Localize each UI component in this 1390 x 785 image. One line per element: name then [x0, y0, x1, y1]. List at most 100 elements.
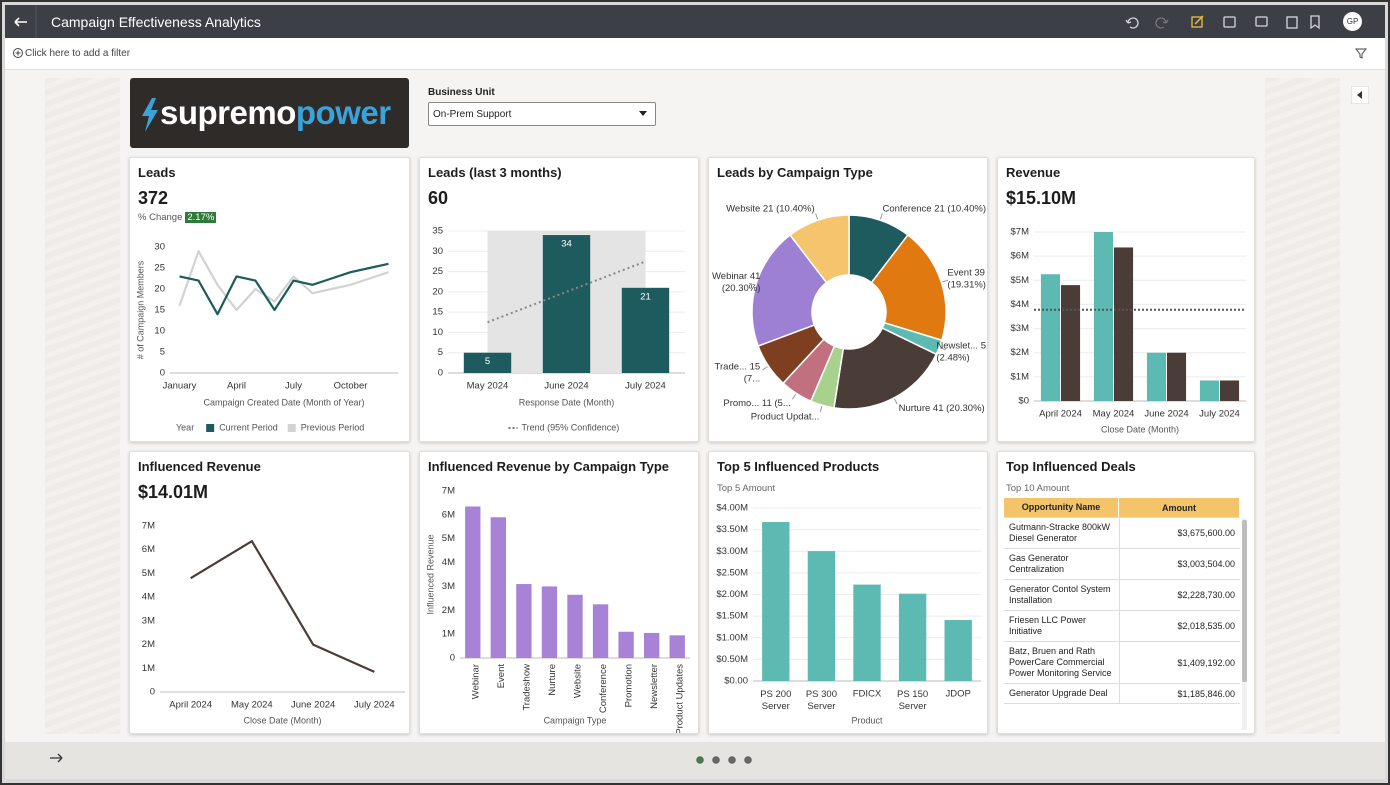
legend-swatch — [287, 424, 296, 432]
y-tick-label: $3.50M — [716, 524, 748, 535]
tile-title: Leads (last 3 months) — [428, 165, 562, 180]
dropdown[interactable]: On-Prem Support — [428, 102, 656, 126]
leader-line — [791, 393, 797, 400]
tile: 0 1M 2M 3M 4M 5M 6M 7M Close Date (Month) April 2… — [129, 451, 410, 734]
y-tick-label: $5M — [1011, 275, 1030, 286]
y-tick-label: 7M — [142, 521, 155, 532]
line — [179, 262, 389, 316]
bar — [644, 632, 660, 658]
scrollbar-thumb — [1242, 520, 1247, 682]
tile-title: Top 5 Influenced Products — [717, 459, 880, 474]
filter-bar[interactable]: Click here to add a filter — [5, 38, 1385, 70]
x-tick-label: Promotion — [624, 664, 635, 707]
logo-bolt — [142, 98, 158, 132]
leader-line — [893, 398, 898, 405]
toolbar-icons[interactable] — [1120, 5, 1320, 38]
x-tick-label: Nurture — [547, 664, 558, 696]
page-dot[interactable] — [728, 756, 736, 764]
chart: $0 $1M $2M $3M $4M $5M $6M $7M Close Date (Month… — [1011, 227, 1246, 434]
y-tick-label: 7M — [442, 486, 455, 497]
side-panel — [45, 78, 120, 734]
page-dot[interactable] — [744, 756, 752, 764]
bar — [541, 586, 558, 658]
bar — [490, 517, 506, 658]
slice-label: Website 21 (10.40%) — [726, 203, 815, 214]
trend-line — [487, 260, 646, 324]
filter-placeholder[interactable]: Click here to add a filter — [25, 48, 131, 59]
slice-label: Nurture 41 (20.30%) — [899, 403, 985, 414]
y-tick-label: $2.50M — [716, 567, 748, 578]
chart: 0 1M 2M 3M 4M 5M 6M 7M Close Date (Month) April 2… — [142, 521, 405, 725]
y-tick-label: 10 — [154, 326, 165, 337]
bar — [762, 522, 790, 681]
y-tick-label: $2.00M — [716, 589, 748, 600]
table-cell: $1,185,846.00 — [1177, 688, 1235, 699]
y-tick-label: $7M — [1011, 227, 1030, 238]
y-tick-label: $3.00M — [716, 546, 748, 557]
leader-line — [940, 347, 947, 351]
tile-title: Leads by Campaign Type — [717, 165, 873, 180]
page-nav — [50, 753, 752, 764]
y-tick-label: 0 — [160, 368, 165, 379]
x-tick-label: July 2024 — [354, 700, 395, 711]
tile: $0 $1M $2M $3M $4M $5M $6M $7M Close Date (Month… — [997, 157, 1255, 442]
next-arrow[interactable] — [50, 753, 63, 763]
logo-text: supremopower — [160, 94, 391, 132]
tile: Top Influenced Deals Top 10 Amount Opportu… — [997, 451, 1255, 734]
table-header: Opportunity Name Amount — [1004, 498, 1240, 518]
x-axis-title: Close Date (Month) — [243, 715, 321, 725]
x-tick-label: July 2024 — [1199, 409, 1240, 420]
bar — [1040, 274, 1060, 401]
page-dot[interactable] — [712, 756, 720, 764]
pie-slice — [788, 214, 850, 284]
x-tick-label: PS 150 Server — [897, 689, 928, 712]
column-header: Amount — [1119, 498, 1240, 517]
slice-label: Conference 21 (10.40%) — [882, 203, 986, 214]
y-tick-label: $4.00M — [716, 503, 748, 514]
y-tick-label: 0 — [438, 368, 443, 379]
bar — [1220, 380, 1240, 401]
slice-label: Webinar 41 (20.30%) — [712, 270, 760, 293]
y-tick-label: 0 — [150, 687, 155, 698]
y-tick-label: $0.00 — [724, 676, 748, 687]
bar — [463, 352, 512, 373]
filter-icon[interactable] — [1355, 47, 1369, 61]
page-dot[interactable] — [696, 756, 704, 764]
y-tick-label: 15 — [154, 305, 165, 316]
leader-line — [819, 406, 823, 413]
collapse-button[interactable] — [1351, 86, 1369, 104]
back-button[interactable] — [5, 5, 45, 38]
tile-title: Revenue — [1006, 165, 1061, 180]
pie-slice — [870, 233, 947, 342]
x-axis-title: Close Date (Month) — [1101, 424, 1179, 434]
bar — [618, 631, 634, 658]
bar — [1146, 352, 1166, 401]
tile-title: Influenced Revenue by Campaign Type — [428, 459, 670, 474]
tile: 0 1M 2M 3M 4M 5M 6M 7M Campaign Type Influenced R… — [419, 451, 699, 734]
x-axis-title: Campaign Type — [544, 715, 607, 725]
slice-label: Product Updat... — [751, 411, 820, 422]
x-tick-label: April — [227, 381, 246, 392]
user-avatar[interactable]: GP — [1343, 12, 1362, 31]
y-tick-label: 6M — [442, 509, 455, 520]
y-axis-title: # of Campaign Members — [135, 260, 145, 359]
leader-line — [762, 366, 768, 371]
leader-line — [879, 213, 883, 220]
table-cell: $3,675,600.00 — [1177, 528, 1235, 538]
x-tick-label: April 2024 — [1039, 409, 1082, 420]
tile: 0 5 10 15 20 25 30 35 Response Date (Month) May 2… — [419, 157, 699, 442]
x-tick-label: July 2024 — [625, 381, 666, 392]
x-tick-label: June 2024 — [544, 381, 588, 392]
dropdown-value[interactable]: On-Prem Support — [433, 109, 512, 120]
table-cell: Friesen LLC Power Initiative — [1004, 611, 1120, 641]
y-tick-label: 10 — [432, 327, 443, 338]
y-tick-label: 6M — [142, 544, 155, 555]
table-row: Friesen LLC Power Initiative $2,018,535.0… — [1004, 611, 1240, 642]
bar — [621, 287, 670, 373]
data-label: 21 — [640, 291, 651, 302]
y-tick-label: 5M — [142, 568, 155, 579]
chart: Conference 21 (10.40%) Event 39 (19.31%) Ne… — [712, 203, 986, 422]
bar — [1199, 380, 1219, 401]
bar — [807, 551, 836, 681]
chart: 0 1M 2M 3M 4M 5M 6M 7M Campaign Type Influenced R… — [425, 486, 690, 733]
